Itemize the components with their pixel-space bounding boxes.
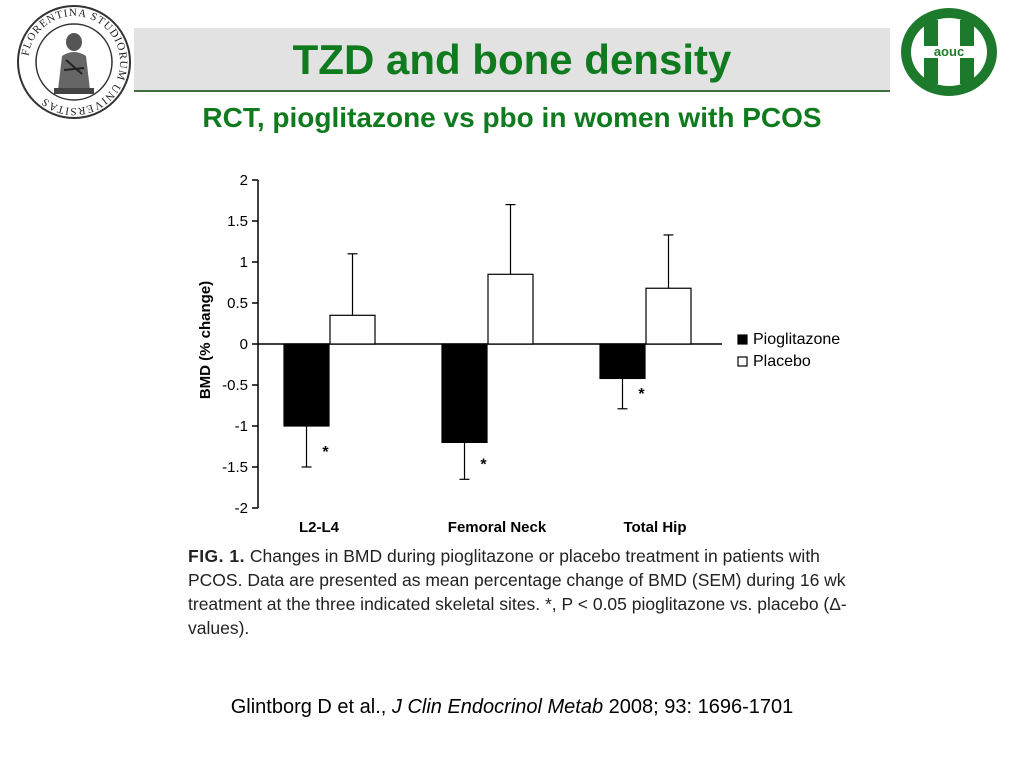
figure-caption-text: Changes in BMD during pioglitazone or pl… <box>188 546 847 638</box>
significance-marker: * <box>638 386 645 403</box>
citation-details: 2008; 93: 1696-1701 <box>603 696 794 718</box>
x-tick-label: Femoral Neck <box>448 519 547 536</box>
y-tick-label: 0 <box>240 336 248 353</box>
y-axis-label: BMD (% change) <box>197 281 214 399</box>
y-tick-label: 0.5 <box>227 295 248 312</box>
citation-journal: J Clin Endocrinol Metab <box>391 696 604 718</box>
bar-placebo-femoral-neck <box>487 273 534 345</box>
y-tick-label: -1.5 <box>222 459 248 476</box>
legend-swatch <box>737 334 748 345</box>
slide-subtitle: RCT, pioglitazone vs pbo in women with P… <box>202 102 822 133</box>
aouc-text: aouc <box>934 44 964 59</box>
legend-swatch <box>737 356 748 367</box>
x-tick-label: Total Hip <box>623 519 686 536</box>
aouc-hospital-logo-icon: aouc <box>901 8 997 96</box>
figure-label: FIG. 1. <box>188 546 245 566</box>
title-band <box>134 28 890 90</box>
bar-pioglitazone-l2-l4 <box>283 343 330 427</box>
bar-pioglitazone-femoral-neck <box>441 343 488 444</box>
citation: Glintborg D et al., J Clin Endocrinol Me… <box>140 696 884 719</box>
significance-marker: * <box>322 444 329 461</box>
bmd-bar-chart: 2 1.5 1 0.5 0 -0.5 -1 -1.5 -2 BMD (% change) * L2-L… <box>197 172 840 536</box>
bar-placebo-l2-l4 <box>329 314 376 345</box>
florentina-seal-icon: FLORENTINA STUDIORUM UNIVERSITAS <box>17 5 131 119</box>
y-tick-label: 1.5 <box>227 213 248 230</box>
x-tick-label: L2-L4 <box>299 519 340 536</box>
legend-label: Pioglitazone <box>753 331 840 348</box>
slide-title: TZD and bone density <box>292 36 732 83</box>
y-tick-label: -0.5 <box>222 377 248 394</box>
y-tick-label: 1 <box>240 254 248 271</box>
bar-placebo-total-hip <box>645 287 692 345</box>
y-tick-label: -1 <box>235 418 248 435</box>
title-divider <box>134 90 890 92</box>
y-tick-label: -2 <box>235 500 248 517</box>
citation-authors: Glintborg D et al., <box>230 696 392 718</box>
legend-label: Placebo <box>753 353 811 370</box>
significance-marker: * <box>480 456 487 473</box>
figure-caption: FIG. 1. Changes in BMD during pioglitazo… <box>188 544 848 640</box>
y-tick-label: 2 <box>240 172 248 189</box>
bar-pioglitazone-total-hip <box>599 343 646 380</box>
